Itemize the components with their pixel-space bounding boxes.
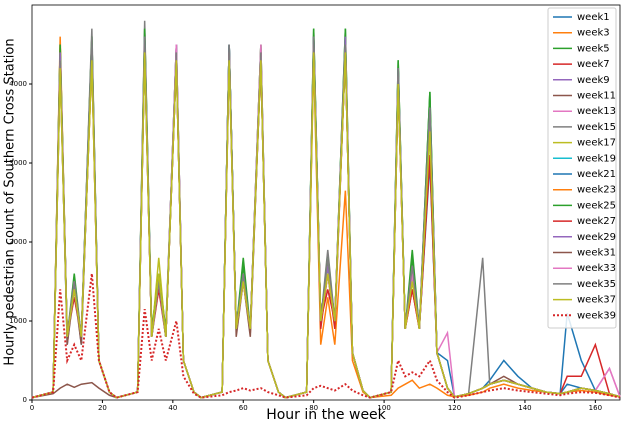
legend-label: week15: [577, 122, 616, 133]
x-tick-label: 20: [98, 404, 107, 412]
series-line: [31, 44, 621, 399]
y-tick-label: 4000: [9, 80, 27, 88]
legend-label: week5: [577, 43, 610, 54]
legend-label: week19: [577, 153, 616, 164]
y-tick-label: 2000: [9, 238, 27, 246]
x-tick-label: 100: [377, 404, 390, 412]
y-tick-label: 1000: [9, 317, 27, 325]
legend-label: week25: [577, 200, 616, 211]
x-tick-label: 0: [30, 404, 34, 412]
series-line: [31, 36, 621, 399]
series-line: [31, 28, 621, 399]
series-line: [31, 28, 621, 399]
series-line: [31, 36, 621, 399]
series-line: [31, 36, 621, 399]
legend-label: week23: [577, 185, 616, 196]
legend-label: week39: [577, 310, 616, 321]
plot-frame: [31, 4, 621, 401]
x-tick-label: 140: [518, 404, 531, 412]
x-tick-label: 120: [448, 404, 461, 412]
series-line: [31, 44, 621, 399]
series-line: [31, 44, 621, 399]
series-line: [31, 44, 621, 399]
series-line: [31, 36, 621, 399]
legend-label: week17: [577, 138, 616, 149]
legend-label: week29: [577, 232, 616, 243]
legend-label: week1: [577, 12, 610, 23]
y-tick-label: 0: [23, 396, 27, 404]
series-line: [31, 36, 621, 399]
series-line: [31, 44, 621, 399]
x-axis-label: Hour in the week: [266, 407, 386, 423]
legend-label: week21: [577, 169, 616, 180]
y-tick-label: 3000: [9, 159, 27, 167]
series-line: [31, 44, 621, 399]
legend-box: [547, 7, 617, 329]
x-tick-label: 40: [168, 404, 177, 412]
series-line: [31, 44, 621, 399]
legend-label: week37: [577, 295, 616, 306]
x-tick-label: 160: [589, 404, 602, 412]
legend-label: week3: [577, 28, 610, 39]
legend-label: week31: [577, 248, 616, 259]
series-line: [31, 36, 621, 399]
x-tick-label: 60: [239, 404, 248, 412]
series-line: [31, 52, 621, 399]
series-line: [31, 20, 621, 399]
legend-label: week9: [577, 75, 610, 86]
x-tick-label: 80: [309, 404, 318, 412]
plot-area: 0 1000 2000 3000 4000 0 20 40 60 80 100 120 140 160: [9, 20, 621, 412]
legend-label: week27: [577, 216, 616, 227]
y-axis-label: Hourly pedestrian count of Southern Cros…: [3, 38, 18, 365]
legend-label: week35: [577, 279, 616, 290]
legend-label: week7: [577, 59, 610, 70]
legend-label: week11: [577, 91, 616, 102]
legend-label: week13: [577, 106, 616, 117]
series-line: [31, 52, 621, 399]
legend-label: week33: [577, 263, 616, 274]
series-line: [31, 44, 621, 399]
legend: week1 week3 week5 week7 week9 week11 week13 wee…: [547, 7, 617, 329]
